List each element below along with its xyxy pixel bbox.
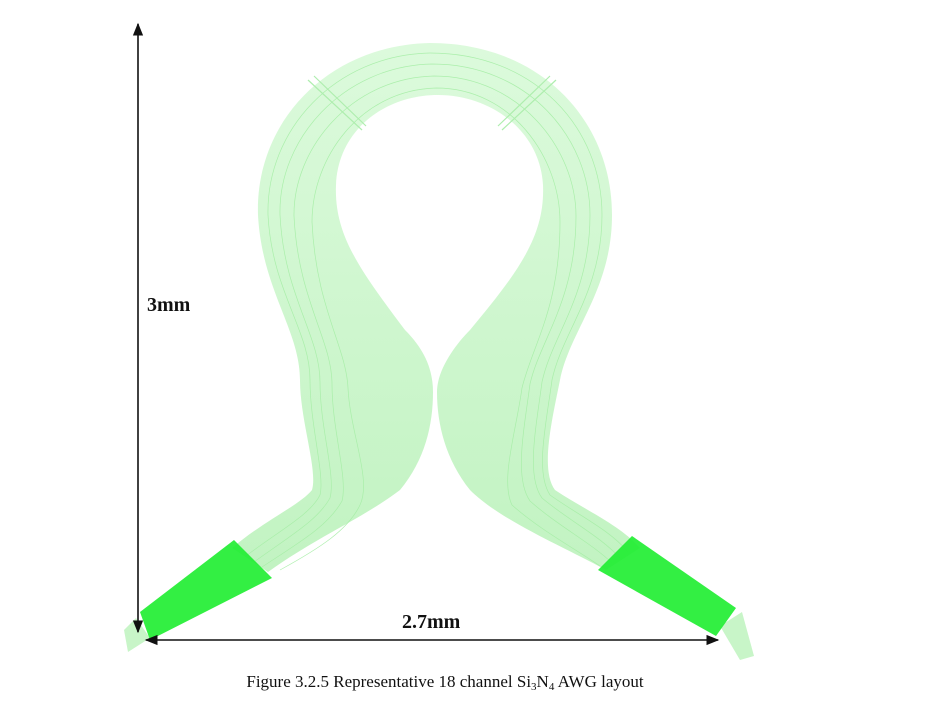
right-io-waveguides [720, 612, 754, 660]
width-dimension-label: 2.7mm [402, 611, 461, 633]
io-waveguides [124, 612, 754, 660]
waveguide-line-texture [245, 52, 629, 571]
dimension-lines [132, 22, 720, 646]
caption-subscript-4: 4 [548, 681, 555, 693]
left-io-waveguides [124, 618, 150, 652]
caption-nitrogen: N [536, 672, 549, 691]
caption-suffix: AWG layout [554, 672, 644, 691]
waveguide-loop [232, 43, 640, 572]
waveguide-array [232, 43, 640, 572]
slab-regions [140, 536, 736, 640]
caption-prefix: Figure 3.2.5 Representative 18 channel S… [246, 672, 532, 691]
right-slab-region [598, 536, 736, 636]
height-dimension-label: 3mm [147, 294, 191, 316]
left-slab-region [140, 540, 272, 640]
loop-top-marks [307, 75, 557, 131]
caption-subscript-3: 3 [531, 681, 537, 693]
figure-caption: Figure 3.2.5 Representative 18 channel S… [0, 672, 890, 693]
